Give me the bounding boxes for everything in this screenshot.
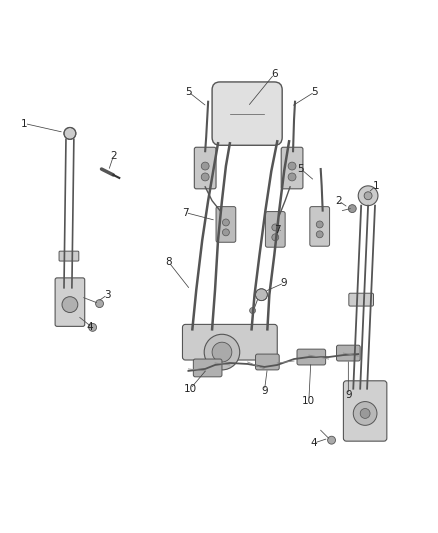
Text: 8: 8 — [165, 257, 172, 267]
Text: 3: 3 — [104, 290, 111, 300]
FancyBboxPatch shape — [194, 147, 216, 189]
FancyBboxPatch shape — [59, 251, 79, 261]
Circle shape — [272, 234, 279, 241]
Circle shape — [255, 289, 267, 301]
Circle shape — [201, 162, 209, 170]
FancyBboxPatch shape — [310, 207, 329, 246]
Text: 9: 9 — [281, 278, 287, 288]
Circle shape — [212, 342, 232, 362]
Text: 10: 10 — [302, 395, 315, 406]
Circle shape — [223, 219, 230, 226]
Text: 9: 9 — [345, 390, 352, 400]
Circle shape — [288, 173, 296, 181]
Circle shape — [353, 401, 377, 425]
Text: 5: 5 — [298, 164, 304, 174]
FancyBboxPatch shape — [343, 381, 387, 441]
FancyBboxPatch shape — [297, 349, 325, 365]
Circle shape — [62, 297, 78, 312]
Circle shape — [201, 173, 209, 181]
FancyBboxPatch shape — [212, 82, 282, 146]
FancyBboxPatch shape — [255, 354, 279, 370]
FancyBboxPatch shape — [265, 212, 285, 247]
Text: 4: 4 — [86, 322, 93, 333]
FancyBboxPatch shape — [336, 345, 360, 361]
FancyBboxPatch shape — [193, 359, 222, 377]
FancyBboxPatch shape — [281, 147, 303, 189]
Circle shape — [328, 436, 336, 444]
Circle shape — [316, 231, 323, 238]
Circle shape — [95, 300, 103, 308]
Text: 7: 7 — [274, 225, 281, 236]
Text: 7: 7 — [182, 207, 189, 217]
Text: 5: 5 — [311, 87, 318, 97]
FancyBboxPatch shape — [55, 278, 85, 326]
Circle shape — [360, 408, 370, 418]
Text: 4: 4 — [311, 438, 317, 448]
Text: 1: 1 — [21, 118, 28, 128]
Text: 9: 9 — [261, 386, 268, 395]
Circle shape — [64, 127, 76, 139]
Circle shape — [288, 162, 296, 170]
FancyBboxPatch shape — [349, 293, 374, 306]
Text: 10: 10 — [184, 384, 197, 394]
Circle shape — [272, 224, 279, 231]
Circle shape — [204, 334, 240, 370]
FancyBboxPatch shape — [216, 207, 236, 243]
Circle shape — [364, 192, 372, 200]
Text: 2: 2 — [335, 196, 342, 206]
Text: 2: 2 — [110, 151, 117, 161]
Circle shape — [223, 229, 230, 236]
Circle shape — [250, 308, 255, 313]
Circle shape — [316, 221, 323, 228]
Circle shape — [358, 186, 378, 206]
Text: 1: 1 — [373, 181, 379, 191]
Circle shape — [88, 324, 96, 332]
Text: 6: 6 — [271, 69, 278, 79]
FancyBboxPatch shape — [183, 325, 277, 360]
Circle shape — [348, 205, 356, 213]
Text: 5: 5 — [185, 87, 192, 97]
